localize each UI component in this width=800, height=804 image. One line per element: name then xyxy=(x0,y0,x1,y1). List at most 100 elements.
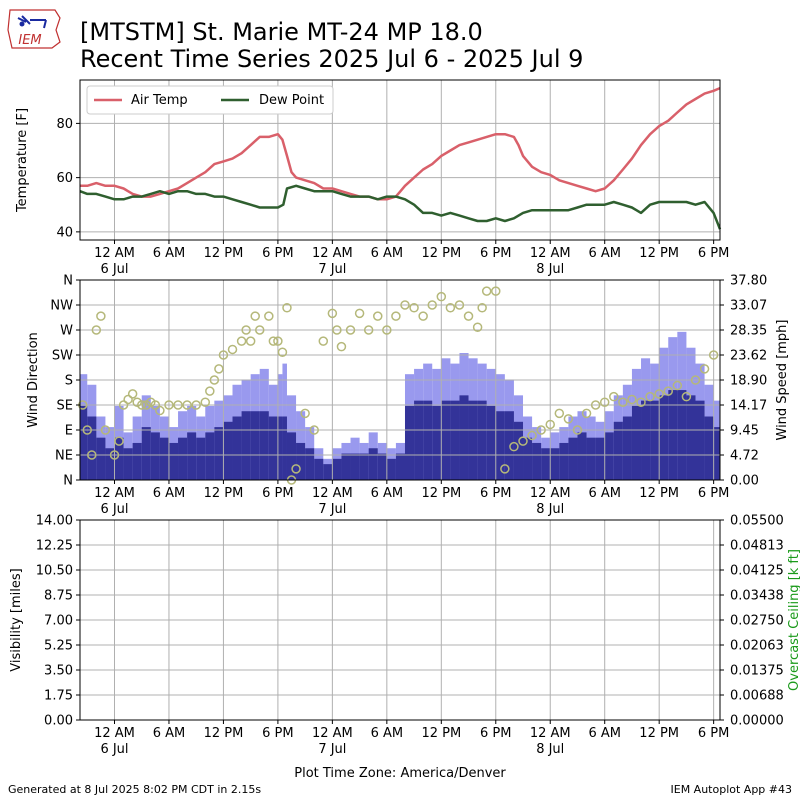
x-day-label: 6 Jul xyxy=(100,262,128,277)
x-tick-label: 6 PM xyxy=(698,246,729,261)
chart-title-line1: [MTSTM] St. Marie MT-24 MP 18.0 xyxy=(80,18,483,46)
wind-direction-point xyxy=(454,300,465,310)
wind-direction-point xyxy=(336,341,347,352)
wind-direction-point xyxy=(227,344,238,355)
ceiling-tick-label: 0.05500 xyxy=(730,514,784,529)
wind-direction-point xyxy=(300,408,310,419)
speed-bar xyxy=(187,432,197,480)
speed-bar xyxy=(704,416,714,480)
speed-bar xyxy=(713,427,720,480)
speed-bar xyxy=(282,416,287,480)
x-tick-label: 6 AM xyxy=(588,726,621,741)
ceiling-tick-label: 0.04813 xyxy=(730,539,784,554)
chart-title-line2: Recent Time Series 2025 Jul 6 - 2025 Jul… xyxy=(80,45,583,73)
wind-direction-point xyxy=(173,400,183,410)
wind-direction-point xyxy=(481,286,492,296)
visibility-tick-label: 1.75 xyxy=(44,689,73,704)
wind-direction-point xyxy=(214,364,224,374)
ceiling-ylabel: Overcast Ceiling [k ft] xyxy=(787,549,800,691)
x-tick-label: 12 PM xyxy=(204,486,244,501)
speed-bar xyxy=(414,400,424,480)
wind-direction-point xyxy=(91,325,102,335)
wind-direction-ylabel: Wind Direction xyxy=(26,332,41,428)
legend-dewpoint-label: Dew Point xyxy=(259,93,324,108)
x-tick-label: 12 PM xyxy=(639,486,679,501)
visibility-grid xyxy=(80,519,720,721)
speed-bar xyxy=(523,437,533,480)
speed-bar xyxy=(96,437,106,480)
wind-direction-point xyxy=(182,400,192,410)
footer-app: IEM Autoplot App #43 xyxy=(670,783,793,796)
x-tick-label: 12 PM xyxy=(421,246,461,261)
speed-bar xyxy=(595,437,605,480)
wind-direction-point xyxy=(400,300,410,310)
wind-direction-point xyxy=(590,400,601,410)
wind-direction-point xyxy=(318,336,329,346)
ceiling-tick-label: 0.01375 xyxy=(730,664,784,679)
x-tick-label: 6 PM xyxy=(262,246,293,261)
x-tick-label: 6 AM xyxy=(153,726,186,741)
speed-bar xyxy=(686,395,696,480)
x-tick-label: 12 PM xyxy=(639,246,679,261)
speed-tick-label: 18.90 xyxy=(730,374,767,389)
direction-tick-label: NW xyxy=(50,299,73,314)
speed-bar xyxy=(459,395,469,480)
x-tick-label: 12 PM xyxy=(204,726,244,741)
speed-bar xyxy=(232,416,242,480)
speed-tick-label: 37.80 xyxy=(730,274,767,289)
y-tick-label: 80 xyxy=(56,117,73,132)
x-tick-label: 12 AM xyxy=(94,246,135,261)
footer-generated: Generated at 8 Jul 2025 8:02 PM CDT in 2… xyxy=(8,783,262,796)
x-tick-label: 12 AM xyxy=(530,246,571,261)
speed-bar xyxy=(368,448,378,480)
x-tick-label: 6 AM xyxy=(371,726,404,741)
speed-bar xyxy=(441,400,451,480)
speed-bar xyxy=(332,458,342,480)
speed-bar xyxy=(468,400,478,480)
wind-direction-point xyxy=(127,389,138,399)
wind-direction-point xyxy=(627,394,637,405)
x-tick-label: 6 PM xyxy=(480,726,511,741)
direction-tick-label: N xyxy=(63,274,73,289)
speed-bar xyxy=(622,416,632,480)
wind-direction-point xyxy=(327,308,338,319)
temperature-panel: 40 60 80 12 AM 6 AM 12 PM 6 PM 12 AM 6 AM 12 PM 6… xyxy=(15,79,729,277)
speed-bar xyxy=(132,442,142,480)
wind-direction-point xyxy=(155,405,165,416)
visibility-ylabel: Visibility [miles] xyxy=(9,568,24,671)
x-tick-label: 6 AM xyxy=(371,486,404,501)
speed-bar xyxy=(395,453,405,480)
wind-direction-point xyxy=(436,291,447,302)
wind-direction-point xyxy=(245,336,256,346)
x-tick-label: 6 PM xyxy=(480,486,511,501)
iem-logo: IEM xyxy=(7,9,61,49)
speed-bar xyxy=(223,421,233,480)
x-tick-label: 6 PM xyxy=(262,486,293,501)
wind-speed-ylabel: Wind Speed [mph] xyxy=(775,320,790,441)
dew-point-line xyxy=(79,184,722,230)
speed-bar xyxy=(323,464,333,480)
wind-direction-point xyxy=(463,311,474,321)
x-tick-label: 12 PM xyxy=(204,246,244,261)
wind-direction-point xyxy=(118,400,129,410)
speed-bar xyxy=(668,390,678,480)
wind-direction-point xyxy=(282,303,292,313)
wind-direction-point xyxy=(96,311,106,321)
temperature-lines xyxy=(79,86,722,230)
visibility-ticks: 0.00 1.75 3.50 5.25 7.00 8.75 10.50 12.25 14.00 xyxy=(36,514,80,729)
ceiling-tick-label: 0.04125 xyxy=(730,564,784,579)
temperature-ylabel: Temperature [F] xyxy=(15,108,30,213)
direction-tick-label: NE xyxy=(55,449,73,464)
wind-direction-point xyxy=(645,391,655,402)
wind-direction-point xyxy=(391,311,401,321)
speed-bar xyxy=(196,437,206,480)
direction-tick-label: N xyxy=(63,474,73,489)
wind-direction-point xyxy=(354,308,365,319)
speed-bar xyxy=(386,458,396,480)
wind-direction-point xyxy=(291,464,301,474)
wind-direction-point xyxy=(618,397,628,407)
wind-direction-point xyxy=(309,425,319,435)
wind-speed-ticks: 0.00 4.72 9.45 14.17 18.90 23.62 28.35 33.07 37.… xyxy=(720,274,767,489)
speed-bar xyxy=(359,453,369,480)
